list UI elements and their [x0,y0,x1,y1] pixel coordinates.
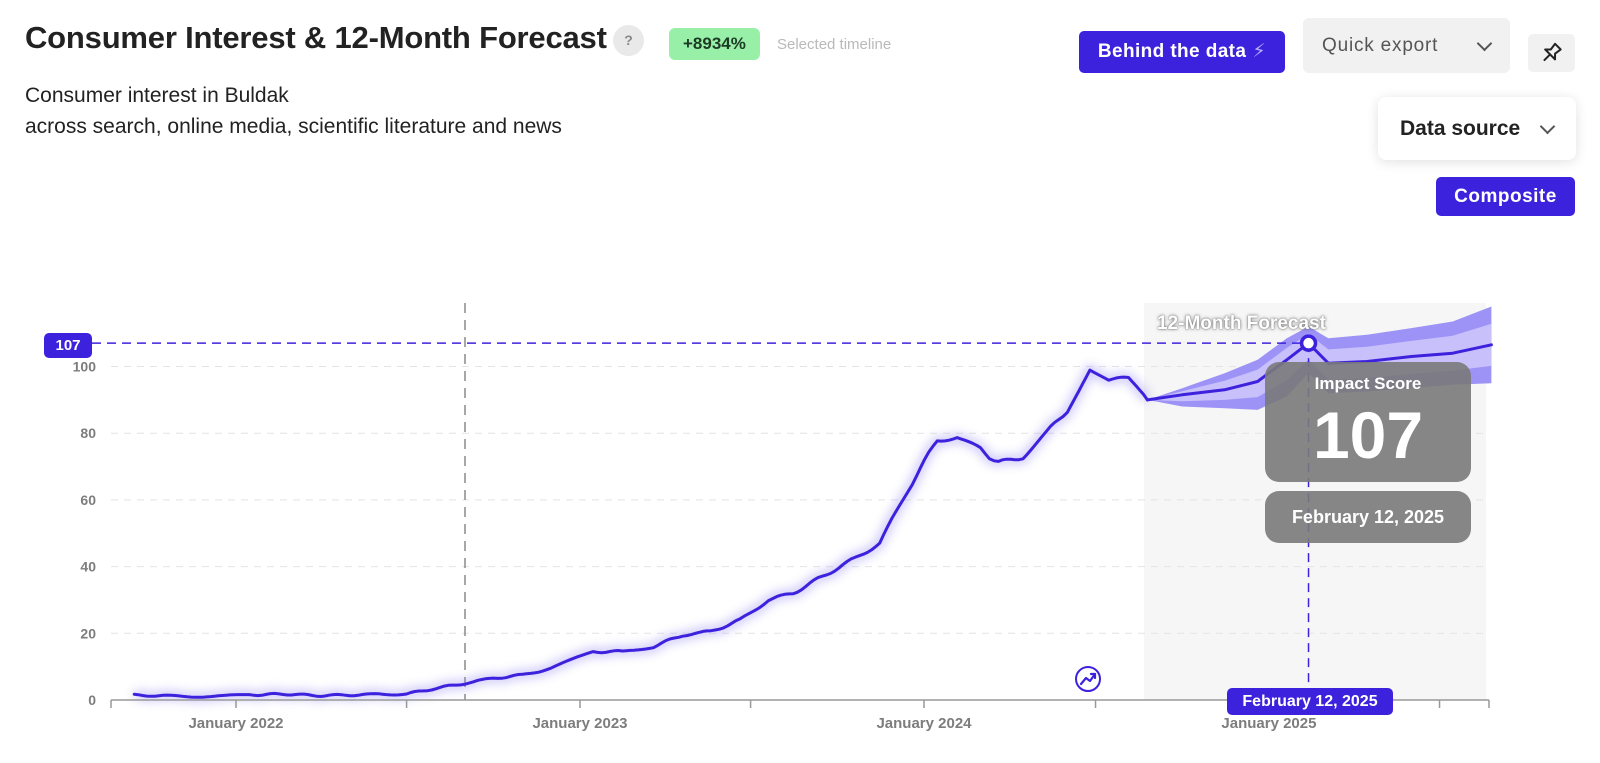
x-tick-label: January 2022 [188,715,283,732]
composite-button[interactable]: Composite [1436,177,1575,216]
forecast-label: 12-Month Forecast [1157,313,1326,334]
data-source-label: Data source [1400,117,1521,140]
crosshair-x-badge: February 12, 2025 [1227,688,1393,715]
behind-the-data-label: Behind the data [1097,41,1247,62]
y-tick-label: 100 [73,359,97,375]
axes: 0 20 40 60 80 100 January 2022 January 2023 Janu… [73,359,1490,732]
page-subtitle: Consumer interest in Buldak across searc… [25,80,562,142]
subtitle-line-2: across search, online media, scientific … [25,115,562,138]
y-tick-label: 80 [80,425,96,441]
x-tick-label: January 2023 [532,715,627,732]
quick-export-label: Quick export [1322,35,1439,56]
growth-label: Selected timeline [777,36,892,53]
growth-badge: +8934% [669,28,760,60]
x-tick-label: January 2025 [1221,715,1316,732]
quick-export-dropdown[interactable]: Quick export [1303,18,1510,73]
y-tick-label: 60 [80,492,96,508]
crosshair-y-badge: 107 [44,333,92,358]
crosshair-point [1299,334,1318,352]
subtitle-line-1: Consumer interest in Buldak [25,84,289,107]
impact-score-value: 107 [1312,398,1424,472]
history-line [132,368,1149,699]
y-tick-label: 20 [80,625,96,641]
impact-score-tooltip: Impact Score 107 [1265,362,1471,482]
data-source-dropdown[interactable]: Data source [1378,97,1576,160]
pin-icon [1543,42,1562,62]
lightning-icon: ⚡ [1252,41,1267,62]
tooltip-date: February 12, 2025 [1265,491,1471,543]
trend-icon[interactable] [1075,666,1101,692]
pin-button[interactable] [1528,34,1575,72]
y-tick-label: 40 [80,559,96,575]
x-tick-label: January 2024 [876,715,972,732]
y-tick-label: 0 [88,692,96,708]
impact-score-title: Impact Score [1314,374,1422,393]
behind-the-data-button[interactable]: Behind the data ⚡ [1079,31,1285,73]
help-icon[interactable]: ? [613,25,644,56]
page-title: Consumer Interest & 12-Month Forecast [25,20,607,55]
